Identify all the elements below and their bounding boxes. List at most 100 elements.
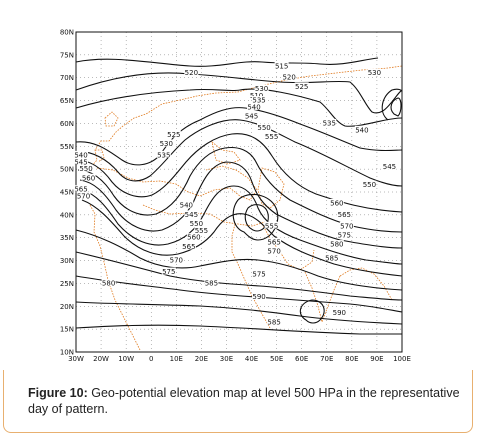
- contour-label-bg: [74, 150, 89, 158]
- contour-label-bg: [184, 210, 199, 218]
- lat-tick-label: 75N: [60, 51, 74, 59]
- lat-tick-label: 50N: [60, 166, 74, 174]
- contour-label-bg: [264, 132, 279, 140]
- lat-tick-label: 40N: [60, 211, 74, 219]
- lat-tick-label: 55N: [60, 143, 74, 151]
- contour-label-bg: [189, 219, 204, 227]
- contour-label: 525: [295, 83, 308, 91]
- lon-tick-label: 90E: [370, 355, 383, 363]
- lon-tick-label: 40E: [245, 355, 258, 363]
- contour-label-bg: [339, 221, 354, 229]
- contour-label-bg: [74, 185, 89, 193]
- figure-label: Figure 10:: [28, 386, 88, 400]
- lat-tick-label: 20N: [60, 303, 74, 311]
- contour-label-bg: [382, 162, 397, 170]
- contour-label: 550: [190, 220, 203, 228]
- contour-label-bg: [329, 240, 344, 248]
- contour-label: 530: [160, 140, 173, 148]
- contour-label-bg: [166, 130, 181, 138]
- contour-label: 545: [74, 158, 87, 166]
- contour-label: 520: [185, 69, 198, 77]
- contour-label: 570: [170, 257, 183, 265]
- lat-tick-label: 15N: [60, 326, 74, 334]
- contour-label-bg: [249, 91, 264, 99]
- contour-label-bg: [267, 246, 282, 254]
- figure-caption: Figure 10: Geo-potential elevation map a…: [28, 385, 460, 417]
- contour-label: 535: [157, 151, 170, 159]
- contour-label: 545: [383, 163, 396, 171]
- contour-labels: 5155205205255305305105355405455355405505…: [74, 61, 397, 326]
- contour-label: 545: [245, 113, 258, 121]
- lon-tick-label: 70E: [320, 355, 333, 363]
- contour-label-bg: [156, 150, 171, 158]
- contour-label: 550: [363, 181, 376, 189]
- contour-label-bg: [354, 125, 369, 133]
- contour-label: 590: [333, 309, 346, 317]
- contour-label: 530: [368, 69, 381, 77]
- contour-label-bg: [267, 237, 282, 245]
- lon-tick-label: 10E: [170, 355, 183, 363]
- contour-label: 565: [267, 238, 280, 246]
- contour-label-bg: [294, 82, 309, 90]
- contour-label-bg: [181, 242, 196, 250]
- contour-label: 570: [267, 247, 280, 255]
- contour-label: 540: [180, 202, 193, 210]
- contour-label: 545: [185, 211, 198, 219]
- lon-tick-label: 30E: [220, 355, 233, 363]
- figure-caption-text: Geo-potential elevation map at level 500…: [28, 386, 460, 416]
- lon-tick-label: 60E: [295, 355, 308, 363]
- lon-tick-label: 50E: [270, 355, 283, 363]
- lat-tick-label: 10N: [60, 349, 74, 357]
- contour-label: 575: [252, 270, 265, 278]
- lat-tick-label: 80N: [60, 29, 74, 37]
- contour-label-bg: [257, 123, 272, 131]
- contour-label-bg: [367, 68, 382, 76]
- lat-tick-label: 30N: [60, 257, 74, 265]
- contour-label: 575: [162, 268, 175, 276]
- lat-tick-label: 65N: [60, 97, 74, 105]
- contour-label-bg: [179, 201, 194, 209]
- contour-label: 560: [82, 174, 95, 182]
- lat-tick-label: 60N: [60, 120, 74, 128]
- contour-label: 565: [338, 211, 351, 219]
- contour-label-bg: [267, 317, 282, 325]
- contour-label: 520: [282, 74, 295, 82]
- contour-label: 540: [74, 151, 87, 159]
- contour-label-bg: [184, 68, 199, 76]
- contour-label: 555: [265, 133, 278, 141]
- contour-label: 575: [338, 231, 351, 239]
- contour-label: 570: [77, 193, 90, 201]
- latitude-tick-labels: 80N 75N 70N 65N 60N 55N 50N 45N 40N 35N 30N 25N 20N 1…: [60, 29, 74, 357]
- contour-label-bg: [74, 157, 89, 165]
- contour-label: 560: [330, 199, 343, 207]
- contour-label-bg: [337, 210, 352, 218]
- contour-label: 550: [79, 165, 92, 173]
- contour-label-bg: [252, 269, 267, 277]
- contour-label: 540: [355, 126, 368, 134]
- lat-tick-label: 45N: [60, 189, 74, 197]
- contour-label-bg: [247, 102, 262, 110]
- contour-label: 555: [195, 227, 208, 235]
- lon-tick-label: 20W: [93, 355, 109, 363]
- contour-label: 555: [265, 222, 278, 230]
- longitude-tick-labels: 30W 20W 10W 0 10E 20E 30E 40E 50E 60E 70E 80E 90E 100…: [68, 355, 411, 363]
- contour-label-bg: [244, 112, 259, 120]
- lon-tick-label: 0: [149, 355, 153, 363]
- contour-label: 550: [257, 124, 270, 132]
- lon-tick-label: 30W: [68, 355, 84, 363]
- lat-tick-label: 35N: [60, 234, 74, 242]
- contour-label-bg: [81, 173, 96, 181]
- lat-tick-label: 25N: [60, 280, 74, 288]
- contour-label-bg: [101, 278, 116, 286]
- contour-label-bg: [254, 84, 269, 92]
- contour-label-bg: [274, 61, 289, 69]
- contour-label-bg: [161, 267, 176, 275]
- contour-label-bg: [169, 256, 184, 264]
- lon-tick-label: 20E: [195, 355, 208, 363]
- lon-tick-label: 100E: [393, 355, 411, 363]
- contour-label-bg: [324, 253, 339, 261]
- contour-label: 585: [205, 279, 218, 287]
- contour-label-bg: [79, 164, 94, 172]
- contour-label-bg: [159, 139, 174, 147]
- contour-label-bg: [252, 96, 267, 104]
